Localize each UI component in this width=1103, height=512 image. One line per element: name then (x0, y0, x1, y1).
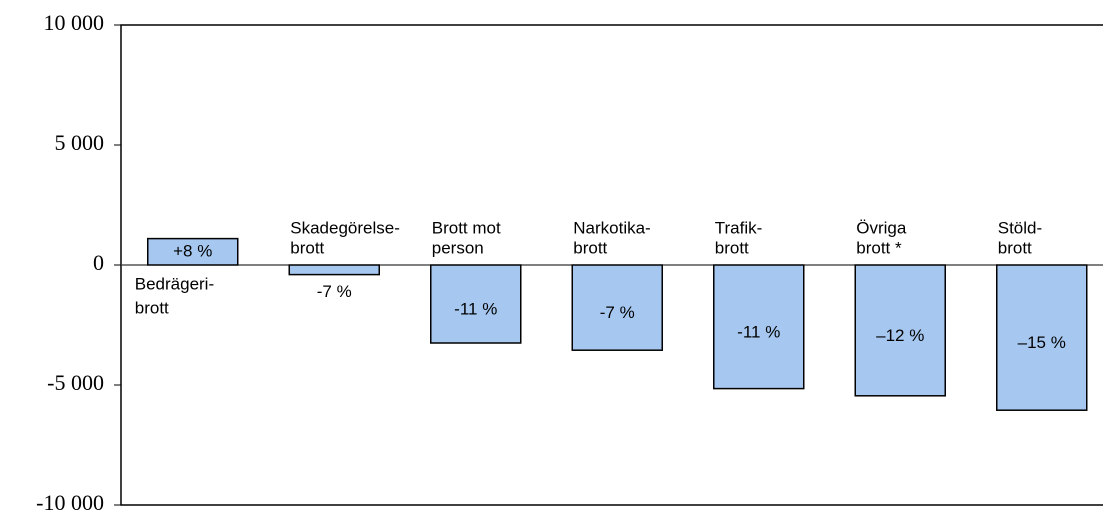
bar (571, 264, 663, 351)
category-label: Bedrägeri- (135, 274, 214, 293)
category-label: Trafik- (715, 218, 763, 237)
category-label: Stöld- (998, 218, 1042, 237)
y-tick-label: -5 000 (47, 370, 104, 395)
bar-annotation: +8 % (173, 241, 212, 260)
category-label: brott (715, 238, 749, 257)
y-tick-label: -10 000 (36, 490, 104, 512)
y-tick-label: 5 000 (55, 130, 105, 155)
bar-annotation: –15 % (1018, 333, 1066, 352)
y-tick-label: 10 000 (44, 10, 105, 35)
bar-annotation: -11 % (737, 322, 780, 341)
bar (854, 264, 946, 397)
category-label: brott * (856, 238, 902, 257)
category-label: Övriga (856, 218, 907, 237)
category-label: brott (998, 238, 1032, 257)
category-label: brott (135, 298, 169, 317)
category-label: person (432, 238, 484, 257)
y-tick-label: 0 (93, 250, 104, 275)
bar-annotation: -7 % (317, 282, 352, 301)
category-label: Narkotika- (573, 218, 650, 237)
bar-annotation: -11 % (454, 299, 497, 318)
category-label: Brott mot (432, 218, 501, 237)
bar (430, 264, 522, 344)
bar-annotation: –12 % (876, 326, 924, 345)
bar (996, 264, 1088, 411)
category-label: brott (290, 238, 324, 257)
category-label: brott (573, 238, 607, 257)
category-label: Skadegörelse- (290, 218, 400, 237)
bar-annotation: -7 % (600, 303, 635, 322)
bar (288, 264, 380, 276)
